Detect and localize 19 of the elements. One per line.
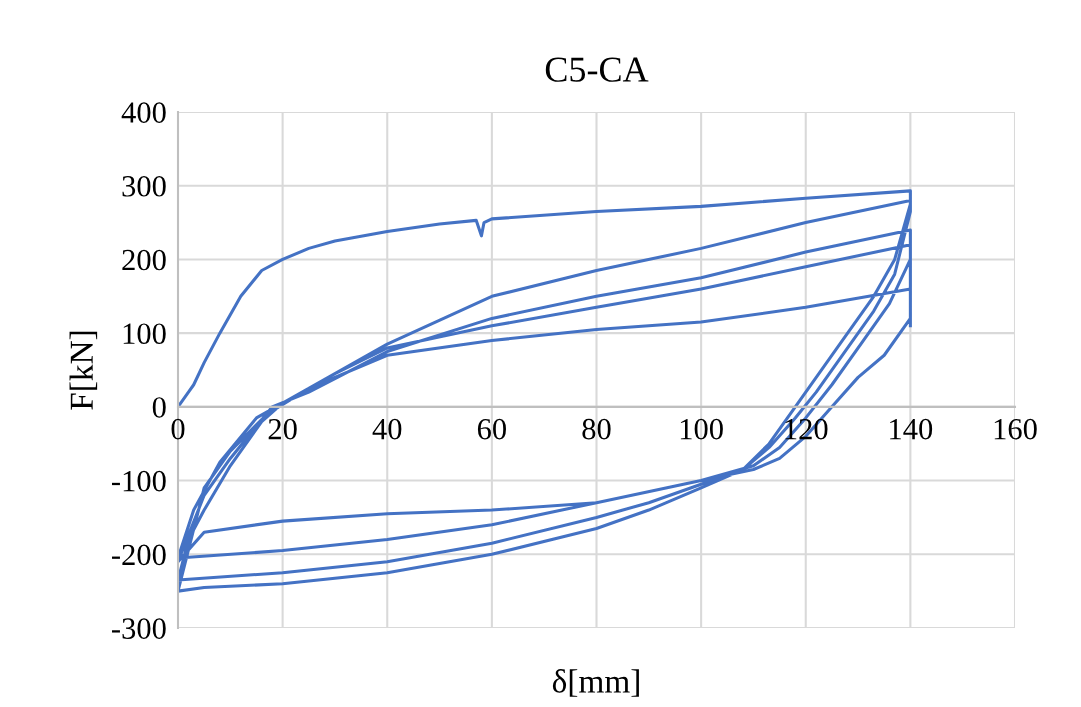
x-tick-label: 20 — [268, 418, 297, 440]
y-tick-label: 300 — [122, 176, 166, 197]
y-tick-label: 400 — [121, 102, 166, 123]
y-tick-label: 100 — [123, 323, 166, 345]
y-tick-label: -200 — [112, 544, 166, 566]
y-tick-label: -300 — [112, 618, 166, 639]
x-tick-label: 80 — [582, 418, 611, 440]
x-tick-label: 140 — [890, 418, 933, 440]
chart-title: C5-CA — [545, 57, 649, 82]
x-tick-label: 100 — [680, 418, 723, 440]
x-axis-title: δ[mm] — [552, 669, 639, 697]
x-tick-label: 60 — [477, 418, 506, 440]
y-axis-title: F[kN] — [69, 331, 98, 410]
y-tick-label: 200 — [122, 249, 166, 271]
y-tick-label: 0 — [152, 397, 166, 418]
y-tick-label: -100 — [112, 470, 166, 492]
x-tick-label: 0 — [171, 418, 185, 440]
x-tick-label: 40 — [372, 418, 402, 440]
x-tick-label: 160 — [994, 418, 1037, 440]
